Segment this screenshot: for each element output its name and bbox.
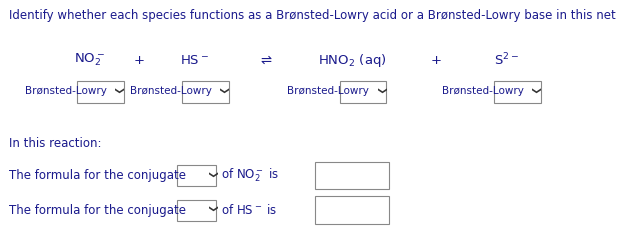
Text: Identify whether each species functions as a Brønsted-Lowry acid or a Brønsted-L: Identify whether each species functions …: [9, 9, 618, 22]
Text: ❯: ❯: [376, 88, 384, 95]
Text: Brønsted-Lowry: Brønsted-Lowry: [130, 86, 211, 96]
Text: The formula for the conjugate: The formula for the conjugate: [9, 204, 186, 217]
Text: +: +: [133, 54, 145, 67]
Text: ❯: ❯: [530, 88, 539, 95]
FancyBboxPatch shape: [340, 82, 386, 103]
Text: Brønsted-Lowry: Brønsted-Lowry: [442, 86, 523, 96]
Text: Brønsted-Lowry: Brønsted-Lowry: [287, 86, 369, 96]
Text: In this reaction:: In this reaction:: [9, 137, 102, 150]
FancyBboxPatch shape: [177, 200, 216, 221]
Text: ⇌: ⇌: [260, 54, 271, 67]
FancyBboxPatch shape: [77, 82, 124, 103]
Text: ❯: ❯: [218, 88, 227, 95]
FancyBboxPatch shape: [182, 82, 229, 103]
Text: NO$_2^-$: NO$_2^-$: [74, 52, 105, 68]
Text: +: +: [430, 54, 441, 67]
Text: S$^{2-}$: S$^{2-}$: [494, 52, 519, 68]
Text: Brønsted-Lowry: Brønsted-Lowry: [25, 86, 106, 96]
Text: ❯: ❯: [113, 88, 122, 95]
FancyBboxPatch shape: [494, 82, 541, 103]
Text: ❯: ❯: [206, 205, 215, 213]
FancyBboxPatch shape: [315, 196, 389, 224]
FancyBboxPatch shape: [177, 165, 216, 186]
Text: of HS$^-$ is: of HS$^-$ is: [221, 203, 277, 217]
FancyBboxPatch shape: [315, 162, 389, 189]
Text: The formula for the conjugate: The formula for the conjugate: [9, 169, 186, 182]
Text: ❯: ❯: [206, 171, 215, 178]
Text: HS$^-$: HS$^-$: [180, 54, 210, 67]
Text: HNO$_2$ (aq): HNO$_2$ (aq): [318, 52, 386, 69]
Text: of NO$_2^-$ is: of NO$_2^-$ is: [221, 167, 279, 184]
